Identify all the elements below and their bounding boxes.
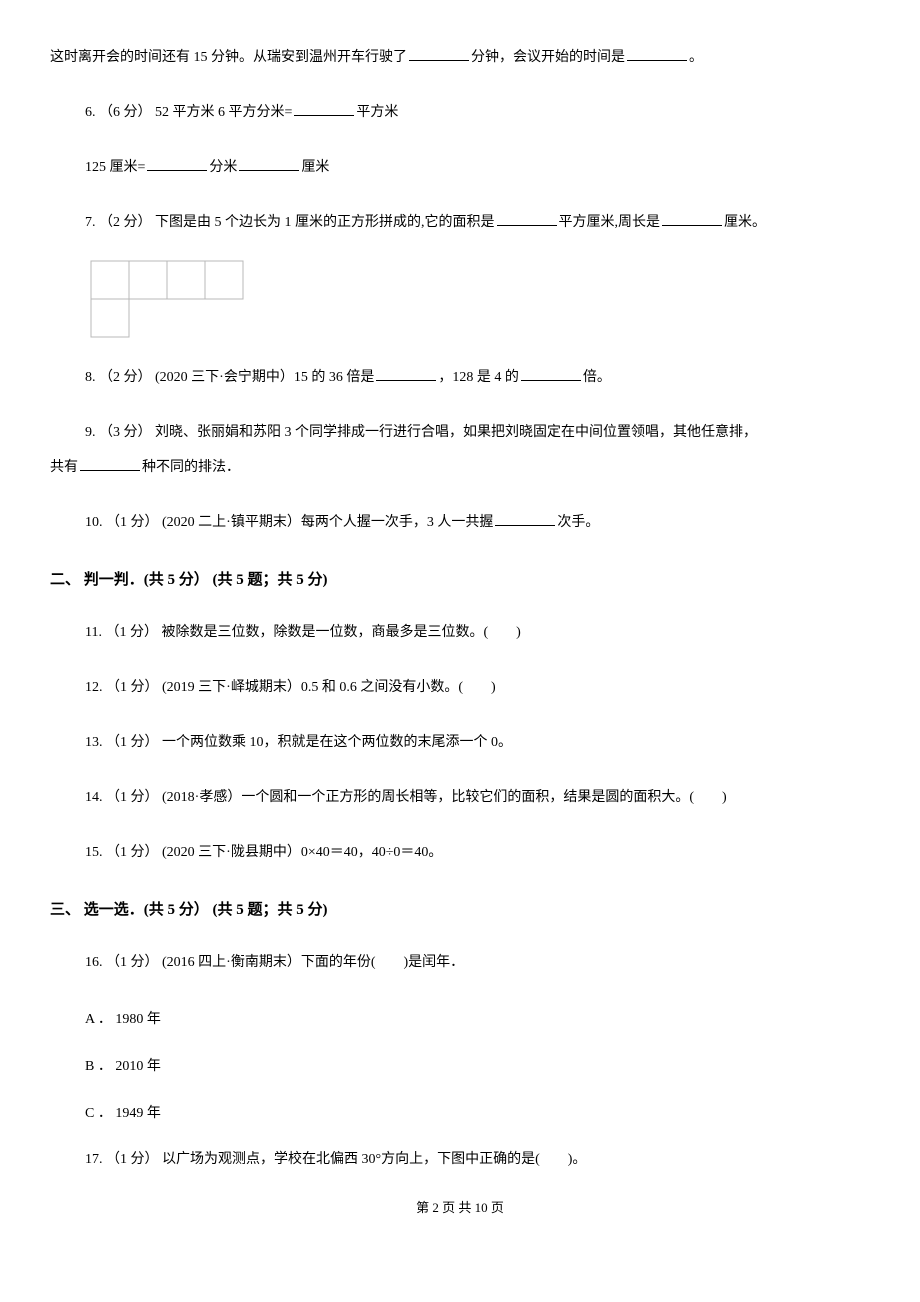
q6-after: 平方米 xyxy=(356,105,398,120)
q8-end: 倍。 xyxy=(583,370,611,385)
q6-line2-before: 125 厘米= xyxy=(85,160,145,175)
q6-line2: 125 厘米= 分米 厘米 xyxy=(50,150,870,185)
q7-before: 7. （2 分） 下图是由 5 个边长为 1 厘米的正方形拼成的,它的面积是 xyxy=(85,215,495,230)
q5-blank1[interactable] xyxy=(409,47,469,61)
q10-blank[interactable] xyxy=(495,512,555,526)
squares-figure xyxy=(90,260,870,340)
q16-stem: 16. （1 分） (2016 四上·衡南期末）下面的年份( )是闰年． xyxy=(50,945,870,980)
q16-option-b[interactable]: B ． 2010 年 xyxy=(50,1047,870,1086)
squares-svg xyxy=(90,260,250,340)
section2-heading: 二、 判一判．(共 5 分） (共 5 题；共 5 分) xyxy=(50,565,870,595)
q11: 11. （1 分） 被除数是三位数，除数是一位数，商最多是三位数。( ) xyxy=(50,615,870,650)
q8-before: 8. （2 分） (2020 三下·会宁期中）15 的 36 倍是 xyxy=(85,370,374,385)
q5-text-end: 。 xyxy=(689,50,703,65)
q12: 12. （1 分） (2019 三下·峄城期末）0.5 和 0.6 之间没有小数… xyxy=(50,670,870,705)
q9-line2: 共有 种不同的排法． xyxy=(50,450,870,485)
q6-line1: 6. （6 分） 52 平方米 6 平方分米= 平方米 xyxy=(50,95,870,130)
section3-heading: 三、 选一选．(共 5 分） (共 5 题；共 5 分) xyxy=(50,895,870,925)
q7-end: 厘米。 xyxy=(724,215,766,230)
q9-line1: 9. （3 分） 刘晓、张丽娟和苏阳 3 个同学排成一行进行合唱，如果把刘晓固定… xyxy=(50,415,870,450)
q10: 10. （1 分） (2020 二上·镇平期末）每两个人握一次手，3 人一共握 次… xyxy=(50,505,870,540)
q9-line1-text: 9. （3 分） 刘晓、张丽娟和苏阳 3 个同学排成一行进行合唱，如果把刘晓固定… xyxy=(85,425,757,440)
q15: 15. （1 分） (2020 三下·陇县期中）0×40＝40，40÷0＝40。 xyxy=(50,835,870,870)
q6-line2-mid: 分米 xyxy=(209,160,237,175)
q6-label: 6. （6 分） 52 平方米 6 平方分米= xyxy=(85,105,292,120)
q5-continued: 这时离开会的时间还有 15 分钟。从瑞安到温州开车行驶了 分钟，会议开始的时间是 。 xyxy=(50,40,870,75)
q6-blank3[interactable] xyxy=(239,157,299,171)
q8-blank2[interactable] xyxy=(521,367,581,381)
q10-before: 10. （1 分） (2020 二上·镇平期末）每两个人握一次手，3 人一共握 xyxy=(85,515,493,530)
q7: 7. （2 分） 下图是由 5 个边长为 1 厘米的正方形拼成的,它的面积是 平方… xyxy=(50,205,870,240)
page-footer: 第 2 页 共 10 页 xyxy=(50,1197,870,1216)
q6-line2-after: 厘米 xyxy=(301,160,329,175)
q9-line2-after: 种不同的排法． xyxy=(142,460,240,475)
q5-text-mid: 分钟，会议开始的时间是 xyxy=(471,50,625,65)
q17: 17. （1 分） 以广场为观测点，学校在北偏西 30°方向上，下图中正确的是(… xyxy=(50,1142,870,1177)
q16-option-a[interactable]: A ． 1980 年 xyxy=(50,1000,870,1039)
q14: 14. （1 分） (2018·孝感）一个圆和一个正方形的周长相等，比较它们的面… xyxy=(50,780,870,815)
q8-blank1[interactable] xyxy=(376,367,436,381)
q13: 13. （1 分） 一个两位数乘 10，积就是在这个两位数的末尾添一个 0。 xyxy=(50,725,870,760)
q10-after: 次手。 xyxy=(557,515,599,530)
q7-blank1[interactable] xyxy=(497,212,557,226)
q6-blank1[interactable] xyxy=(294,102,354,116)
q9-line2-before: 共有 xyxy=(50,460,78,475)
q5-text-before: 这时离开会的时间还有 15 分钟。从瑞安到温州开车行驶了 xyxy=(50,50,407,65)
q6-blank2[interactable] xyxy=(147,157,207,171)
q5-blank2[interactable] xyxy=(627,47,687,61)
q9-blank[interactable] xyxy=(80,457,140,471)
q8: 8. （2 分） (2020 三下·会宁期中）15 的 36 倍是 ，128 是 … xyxy=(50,360,870,395)
q16-option-c[interactable]: C ． 1949 年 xyxy=(50,1094,870,1133)
q7-mid: 平方厘米,周长是 xyxy=(559,215,661,230)
q7-blank2[interactable] xyxy=(662,212,722,226)
q8-mid: ，128 是 4 的 xyxy=(438,370,519,385)
